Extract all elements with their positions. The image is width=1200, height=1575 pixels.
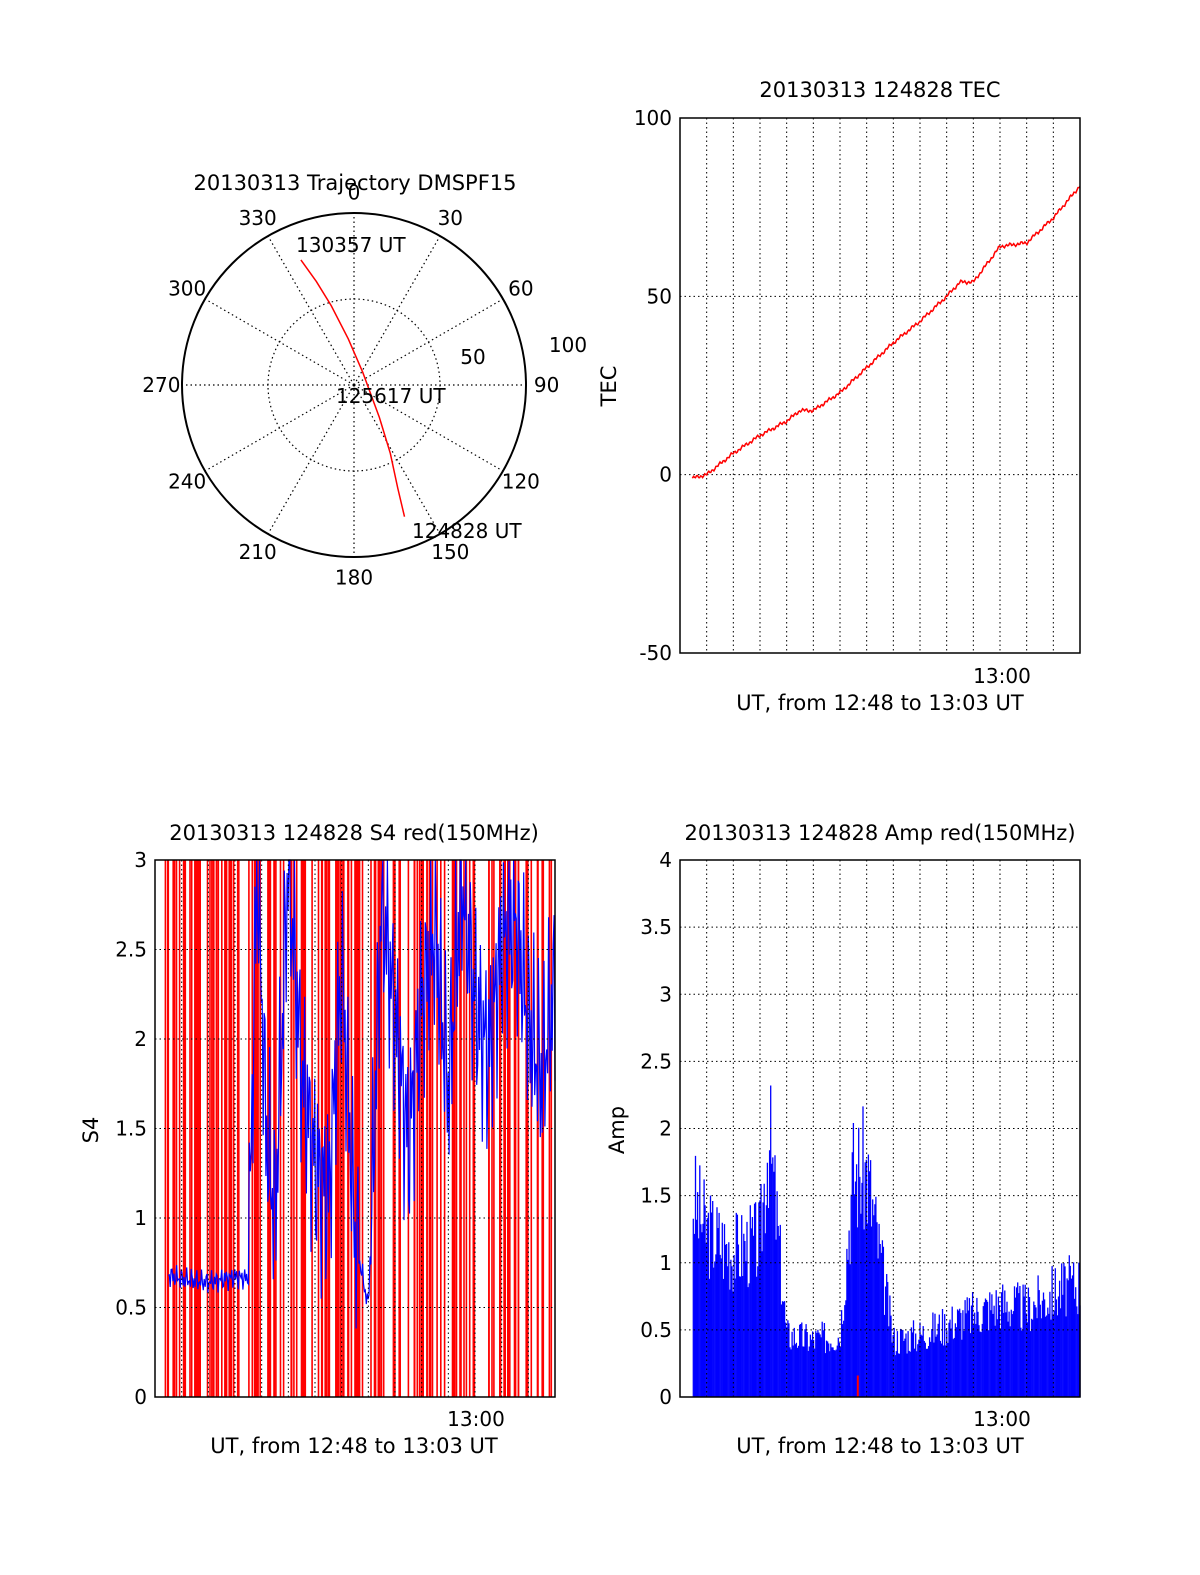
s4-ytick-label: 0.5 [115,1296,147,1320]
polar-spoke [204,384,355,472]
s4-ytick-label: 3 [134,848,147,872]
s4-ytick-label: 1 [134,1206,147,1230]
polar-annotation-125617: 125617 UT [336,384,446,408]
amp-ytick-label: 1.5 [640,1184,672,1208]
s4-ytick-label: 0 [134,1385,147,1409]
amp-blue-series [692,1085,1081,1397]
tec-axes-frame [679,117,1081,654]
s4-xtick-1300: 13:00 [447,1407,505,1431]
polar-azimuth-label: 240 [168,469,206,493]
polar-title: 20130313 Trajectory DMSPF15 [193,171,516,195]
polar-azimuth-labels: 0 30 60 90 120 150 180 210 240 270 300 330 [142,180,559,589]
amp-ytick-label: 3.5 [640,915,672,939]
s4-blue-series-line [168,859,556,1329]
amp-xtick-1300: 13:00 [973,1407,1031,1431]
tec-xtick-1300: 13:00 [973,664,1031,688]
amp-ytick-label: 2 [659,1117,672,1141]
amp-ytick-label: 4 [659,848,672,872]
s4-panel: 20130313 124828 S4 red(150MHz) 3 2.5 2 1.5 1… [79,821,556,1458]
tec-ytick-label: 50 [647,284,672,308]
tec-series-line [691,186,1081,479]
tec-ytick-label: 100 [634,106,672,130]
amp-title: 20130313 124828 Amp red(150MHz) [684,821,1075,845]
polar-azimuth-label: 60 [508,277,533,301]
polar-outer-circle [181,212,527,558]
s4-ytick-label: 2 [134,1027,147,1051]
polar-azimuth-label: 30 [438,206,463,230]
polar-annotation-124828: 124828 UT [412,519,522,543]
polar-grid [182,213,526,557]
polar-azimuth-label: 180 [335,566,373,590]
s4-grid [155,860,555,1397]
amp-xlabel: UT, from 12:48 to 13:03 UT [736,1434,1024,1458]
polar-azimuth-label: 120 [502,469,540,493]
polar-azimuth-label: 90 [534,373,559,397]
amp-ytick-label: 0 [659,1385,672,1409]
polar-spoke [353,384,504,472]
polar-azimuth-label: 210 [239,540,277,564]
polar-annotation-130357: 130357 UT [296,233,406,257]
polar-radial-label-100: 100 [549,333,587,357]
tec-y-ticks: 100 50 0 -50 [634,106,672,665]
amp-ylabel: Amp [605,1106,629,1154]
amp-ytick-label: 0.5 [640,1318,672,1342]
tec-title: 20130313 124828 TEC [759,78,1000,102]
tec-ylabel: TEC [597,366,621,408]
tec-grid [680,118,1080,653]
polar-spoke [267,384,355,535]
amp-y-ticks: 4 3.5 3 2.5 2 1.5 1 0.5 0 [640,848,672,1409]
polar-track-line [300,259,406,517]
s4-axes-frame [154,859,556,1398]
amp-ytick-label: 2.5 [640,1049,672,1073]
polar-azimuth-label: 270 [142,373,180,397]
tec-ytick-label: -50 [639,641,672,665]
polar-spoke [353,384,441,535]
polar-azimuth-label: 330 [239,206,277,230]
polar-spoke [204,298,355,386]
s4-ytick-label: 2.5 [115,938,147,962]
amp-ytick-label: 1 [659,1251,672,1275]
s4-ylabel: S4 [79,1117,103,1144]
s4-title: 20130313 124828 S4 red(150MHz) [169,821,539,845]
polar-spoke [353,235,441,386]
tec-ytick-label: 0 [659,463,672,487]
polar-spoke [267,235,355,386]
amp-grid [680,860,1080,1397]
tec-xlabel: UT, from 12:48 to 13:03 UT [736,691,1024,715]
s4-y-ticks: 3 2.5 2 1.5 1 0.5 0 [115,848,147,1409]
tec-panel: 20130313 124828 TEC 100 50 0 -50 13:00 UT, … [597,78,1081,715]
polar-trajectory-panel: 20130313 Trajectory DMSPF15 0 30 60 90 120 15… [142,171,587,590]
polar-azimuth-label: 300 [168,277,206,301]
amp-panel: 20130313 124828 Amp red(150MHz) 4 3.5 3 2.5… [605,821,1081,1458]
amp-ytick-label: 3 [659,982,672,1006]
amp-axes-frame [679,859,1081,1398]
polar-azimuth-label: 150 [431,540,469,564]
polar-azimuth-label: 0 [348,180,361,204]
s4-ytick-label: 1.5 [115,1117,147,1141]
polar-radial-label-50: 50 [460,345,485,369]
polar-spoke [353,298,504,386]
s4-xlabel: UT, from 12:48 to 13:03 UT [210,1434,498,1458]
